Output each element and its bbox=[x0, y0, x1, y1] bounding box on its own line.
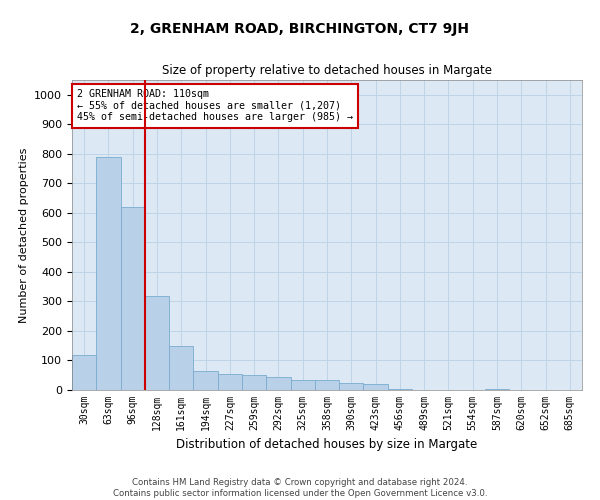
Bar bbox=[364, 384, 388, 390]
Bar bbox=[266, 376, 290, 390]
Bar bbox=[290, 380, 315, 390]
Bar bbox=[218, 374, 242, 390]
Text: 2, GRENHAM ROAD, BIRCHINGTON, CT7 9JH: 2, GRENHAM ROAD, BIRCHINGTON, CT7 9JH bbox=[131, 22, 470, 36]
Text: 2 GRENHAM ROAD: 110sqm
← 55% of detached houses are smaller (1,207)
45% of semi-: 2 GRENHAM ROAD: 110sqm ← 55% of detached… bbox=[77, 90, 353, 122]
Bar bbox=[72, 354, 96, 390]
Bar bbox=[193, 371, 218, 390]
Bar bbox=[315, 380, 339, 390]
Bar bbox=[485, 388, 509, 390]
Bar bbox=[96, 157, 121, 390]
Bar bbox=[169, 346, 193, 390]
Y-axis label: Number of detached properties: Number of detached properties bbox=[19, 148, 29, 322]
Text: Contains HM Land Registry data © Crown copyright and database right 2024.
Contai: Contains HM Land Registry data © Crown c… bbox=[113, 478, 487, 498]
X-axis label: Distribution of detached houses by size in Margate: Distribution of detached houses by size … bbox=[176, 438, 478, 452]
Bar bbox=[145, 296, 169, 390]
Bar bbox=[339, 382, 364, 390]
Bar bbox=[388, 388, 412, 390]
Bar bbox=[121, 207, 145, 390]
Bar bbox=[242, 375, 266, 390]
Title: Size of property relative to detached houses in Margate: Size of property relative to detached ho… bbox=[162, 64, 492, 78]
